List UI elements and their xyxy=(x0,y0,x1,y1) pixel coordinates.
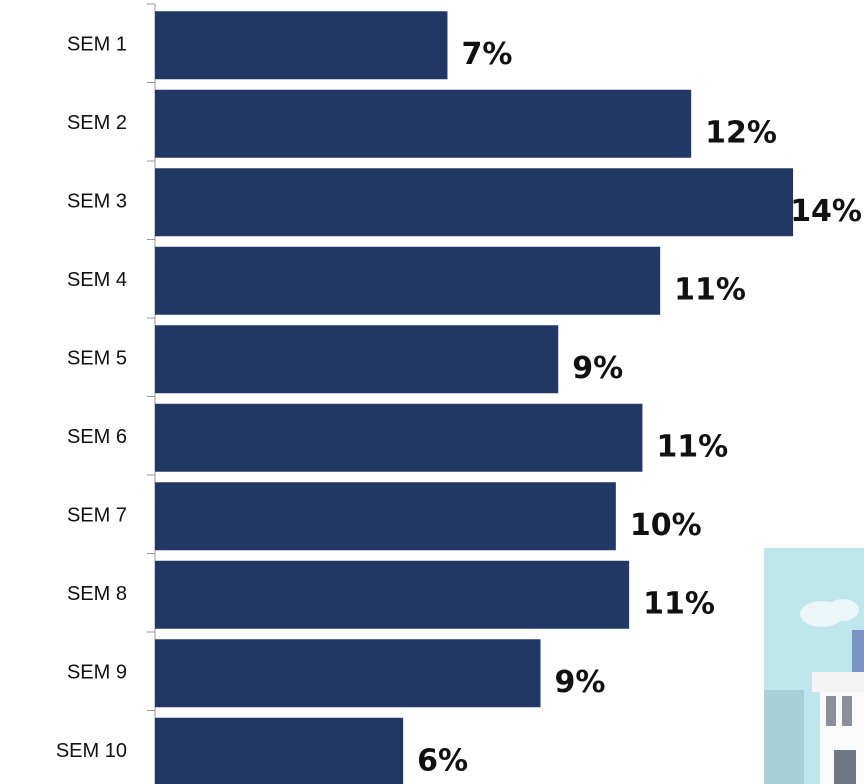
bar xyxy=(155,11,448,80)
bar xyxy=(155,639,541,708)
y-tick-label: SEM 10 xyxy=(56,740,127,762)
data-label: 11% xyxy=(643,586,715,621)
bar xyxy=(155,403,643,472)
data-label: 11% xyxy=(656,429,728,464)
y-tick-label: SEM 8 xyxy=(67,583,127,605)
y-tick-label: SEM 5 xyxy=(67,348,127,370)
data-label: 12% xyxy=(705,115,777,150)
bar xyxy=(155,482,616,551)
data-label: 6% xyxy=(417,743,468,778)
y-tick-label: SEM 6 xyxy=(67,426,127,448)
bar xyxy=(155,560,630,629)
data-label: 14% xyxy=(790,194,862,229)
bar xyxy=(155,246,661,315)
decorative-illustration xyxy=(764,548,864,784)
data-label: 7% xyxy=(461,37,512,72)
y-tick-label: SEM 7 xyxy=(67,505,127,527)
y-tick-label: SEM 9 xyxy=(67,662,127,684)
y-tick-label: SEM 1 xyxy=(67,34,127,56)
bar xyxy=(155,717,404,784)
data-label: 10% xyxy=(630,508,702,543)
y-tick-label: SEM 3 xyxy=(67,191,127,213)
data-label: 11% xyxy=(674,272,746,307)
y-tick-label: SEM 4 xyxy=(67,269,127,291)
bar xyxy=(155,89,692,158)
data-label: 9% xyxy=(572,351,623,386)
bar xyxy=(155,168,794,237)
data-label: 9% xyxy=(555,665,606,700)
y-tick-label: SEM 2 xyxy=(67,112,127,134)
bar xyxy=(155,325,559,394)
